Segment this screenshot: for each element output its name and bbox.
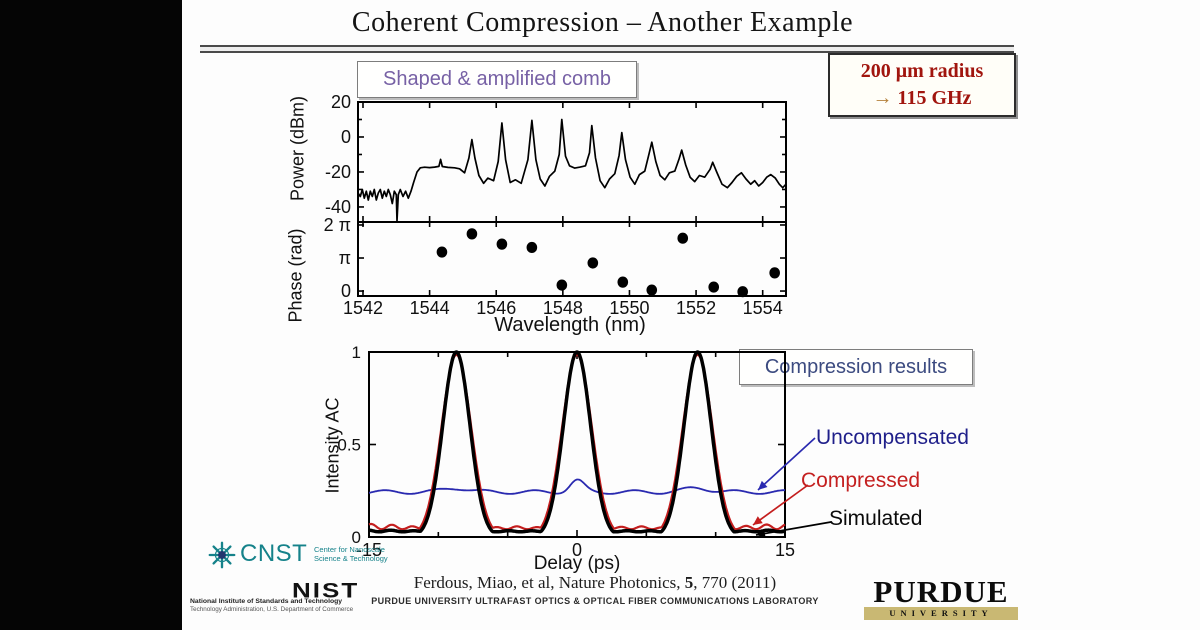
cnst-logo-text: CNST	[240, 540, 308, 567]
svg-text:0: 0	[341, 281, 351, 301]
page-title: Coherent Compression – Another Example	[351, 7, 854, 38]
svg-text:-15: -15	[356, 540, 382, 560]
legend-simulated: Simulated	[829, 507, 923, 530]
svg-text:15: 15	[775, 540, 795, 560]
legend-compressed: Compressed	[801, 469, 921, 492]
results-chart-caption: Compression results	[739, 349, 973, 385]
svg-text:1550: 1550	[609, 298, 649, 318]
svg-text:π: π	[339, 248, 351, 268]
nist-logo-line1: National Institute of Standards and Tech…	[190, 598, 343, 605]
svg-text:1552: 1552	[676, 298, 716, 318]
svg-text:0: 0	[341, 127, 351, 147]
radius-callout-box: 200 μm radius → 115 GHz	[828, 53, 1016, 117]
callout-line2: → 115 GHz	[873, 85, 972, 112]
callout-line1: 200 μm radius	[860, 60, 984, 82]
purdue-logo-text: PURDUE	[873, 574, 1009, 609]
cnst-logo-icon	[208, 541, 236, 569]
svg-text:1548: 1548	[543, 298, 583, 318]
cnst-logo-subtext: Center for Nanoscale Science & Technolog…	[314, 545, 388, 563]
svg-text:0.5: 0.5	[337, 436, 361, 455]
svg-text:20: 20	[331, 92, 351, 112]
wavelength-axis-label: Wavelength (nm)	[494, 314, 646, 336]
nist-logo-text: NIST	[292, 577, 360, 603]
svg-text:1: 1	[352, 343, 361, 362]
citation-volume: 5	[684, 573, 694, 592]
lab-name: PURDUE UNIVERSITY ULTRAFAST OPTICS & OPT…	[371, 596, 819, 606]
letterbox-left-bar	[0, 0, 182, 630]
svg-text:1542: 1542	[343, 298, 383, 318]
intensity-axis-label: Intensity AC	[322, 397, 343, 494]
svg-text:0: 0	[572, 540, 582, 560]
delay-axis-label: Delay (ps)	[533, 553, 621, 574]
svg-text:-40: -40	[325, 197, 351, 217]
svg-text:-20: -20	[325, 162, 351, 182]
phase-axis-label: Phase (rad)	[285, 228, 306, 323]
power-axis-label: Power (dBm)	[287, 95, 308, 202]
svg-text:2 π: 2 π	[324, 215, 351, 235]
svg-text:1546: 1546	[476, 298, 516, 318]
nist-logo-line2: Technology Administration, U.S. Departme…	[190, 606, 354, 613]
svg-text:0: 0	[352, 528, 361, 547]
cnst-subtext-line1: Center for Nanoscale	[314, 545, 385, 554]
right-arrow-icon: →	[872, 87, 893, 109]
comb-chart-caption: Shaped & amplified comb	[357, 61, 637, 98]
svg-text:1554: 1554	[743, 298, 783, 318]
cnst-subtext-line2: Science & Technology	[314, 553, 388, 563]
citation: Ferdous, Miao, et al, Nature Photonics, …	[340, 573, 850, 593]
citation-post: , 770 (2011)	[693, 573, 777, 592]
callout-value: 115 GHz	[897, 87, 972, 109]
svg-text:1544: 1544	[410, 298, 450, 318]
title-divider	[200, 45, 1014, 53]
purdue-logo-band: UNIVERSITY	[864, 607, 1018, 620]
legend-uncompensated: Uncompensated	[816, 426, 969, 449]
citation-pre: Ferdous, Miao, et al, Nature Photonics,	[413, 573, 685, 592]
comb-spectrum-chart: 1542 1544 1546 1548 1550 1552 1554 20 0 -20 -402 π…	[324, 92, 787, 318]
